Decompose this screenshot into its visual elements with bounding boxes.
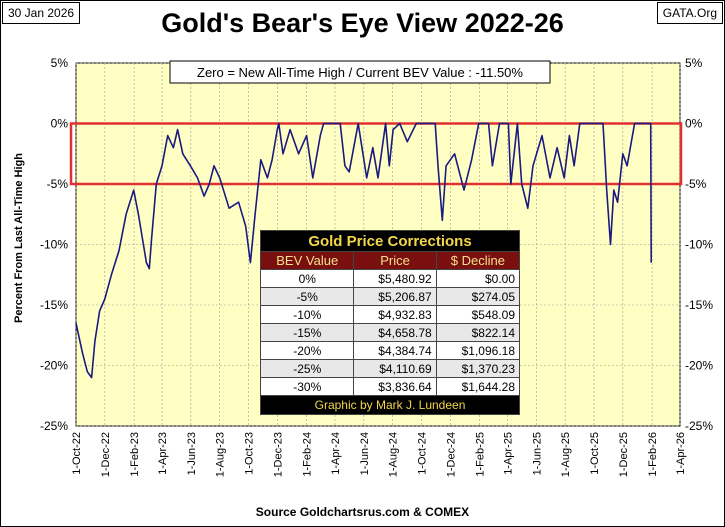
x-tick-label: 1-Aug-24 — [388, 432, 400, 477]
x-axis: 1-Oct-22 1-Dec-22 1-Feb-23 1-Apr-23 1-Jun-23… — [71, 432, 687, 477]
x-tick-label: 1-Oct-25 — [589, 432, 601, 475]
y-axis: 5% 5%0% 0%-5% -5%-10% -10%-15% -15%-20% -20%-2… — [40, 56, 713, 433]
price-cell: $3,836.64 — [353, 377, 437, 396]
x-tick-label: 1-Apr-24 — [330, 432, 342, 475]
column-header: $ Decline — [435, 251, 521, 270]
price-cell: $4,658.78 — [353, 323, 437, 342]
bev-cell: 0% — [259, 269, 355, 288]
annotation-box — [169, 60, 551, 84]
x-tick-label: 1-Oct-24 — [416, 432, 428, 475]
decline-cell: $548.09 — [435, 305, 521, 324]
bev-cell: -30% — [259, 377, 355, 396]
x-tick-label: 1-Apr-23 — [157, 432, 169, 475]
decline-cell: $1,096.18 — [435, 341, 521, 360]
y-tick-label-right: -15% — [685, 298, 713, 312]
x-tick-label: 1-Jun-23 — [186, 432, 198, 475]
x-tick-label: 1-Apr-25 — [502, 432, 514, 475]
table-row: -25% $4,110.69 $1,370.23 — [259, 359, 521, 378]
table-header-row: BEV Value Price $ Decline — [259, 251, 521, 270]
highlight-band — [69, 122, 683, 186]
x-tick-label: 1-Oct-22 — [71, 432, 83, 475]
y-tick-label-left: -20% — [40, 359, 68, 373]
x-tick-label: 1-Feb-26 — [647, 432, 659, 477]
y-tick-label-left: -5% — [47, 177, 69, 191]
table-row: -30% $3,836.64 $1,644.28 — [259, 377, 521, 396]
date-label: 30 Jan 2026 — [2, 2, 81, 24]
bev-cell: -25% — [259, 359, 355, 378]
source-note: Source Goldchartsrus.com & COMEX — [255, 505, 470, 519]
zero-to-minus5-band — [69, 122, 683, 186]
table-row: -15% $4,658.78 $822.14 — [259, 323, 521, 342]
column-header: Price — [353, 251, 437, 270]
corrections-table: Gold Price Corrections BEV Value Price $… — [259, 230, 521, 415]
price-cell: $4,932.83 — [353, 305, 437, 324]
x-tick-label: 1-Jun-25 — [531, 432, 543, 475]
x-tick-label: 1-Aug-25 — [560, 432, 572, 477]
price-cell: $5,480.92 — [353, 269, 437, 288]
chart-title: Gold's Bear's Eye View 2022-26 — [161, 8, 564, 38]
decline-cell: $822.14 — [435, 323, 521, 342]
y-tick-label-right: 5% — [685, 56, 703, 70]
y-tick-label-right: -5% — [685, 177, 707, 191]
x-tick-label: 1-Aug-23 — [215, 432, 227, 477]
y-tick-label-left: -10% — [40, 238, 68, 252]
x-tick-label: 1-Dec-24 — [445, 432, 457, 477]
bev-cell: -5% — [259, 287, 355, 306]
y-tick-label-right: -10% — [685, 238, 713, 252]
x-tick-label: 1-Oct-23 — [244, 432, 256, 475]
decline-cell: $1,644.28 — [435, 377, 521, 396]
y-tick-label-right: -20% — [685, 359, 713, 373]
y-tick-label-right: 0% — [685, 117, 703, 131]
y-tick-label-left: -25% — [40, 419, 68, 433]
annotation-text: Zero = New All-Time High / Current BEV V… — [197, 65, 523, 80]
column-header: BEV Value — [259, 251, 355, 270]
x-tick-label: 1-Feb-24 — [302, 432, 314, 477]
table-credit: Graphic by Mark J. Lundeen — [260, 395, 520, 415]
table-row: -20% $4,384.74 $1,096.18 — [259, 341, 521, 360]
annotation-layer: Zero = New All-Time High / Current BEV V… — [169, 60, 551, 84]
table-title: Gold Price Corrections — [260, 230, 520, 252]
x-tick-label: 1-Dec-23 — [272, 432, 284, 477]
decline-cell: $0.00 — [435, 269, 521, 288]
table-row: -5% $5,206.87 $274.05 — [259, 287, 521, 306]
site-label: GATA.Org — [656, 2, 723, 24]
x-tick-label: 1-Dec-25 — [618, 432, 630, 477]
series-layer — [75, 122, 653, 379]
table-row: -10% $4,932.83 $548.09 — [259, 305, 521, 324]
decline-cell: $274.05 — [435, 287, 521, 306]
x-tick-label: 1-Dec-22 — [100, 432, 112, 477]
table-row: 0% $5,480.92 $0.00 — [259, 269, 521, 288]
y-tick-label-left: 5% — [51, 56, 69, 70]
decline-cell: $1,370.23 — [435, 359, 521, 378]
y-axis-label: Percent From Last All-Time High — [13, 153, 25, 323]
price-cell: $5,206.87 — [353, 287, 437, 306]
x-tick-label: 1-Feb-25 — [475, 432, 487, 477]
price-cell: $4,384.74 — [353, 341, 437, 360]
y-tick-label-left: 0% — [51, 117, 69, 131]
bev-series-line — [75, 122, 653, 379]
bev-cell: -10% — [259, 305, 355, 324]
bev-cell: -15% — [259, 323, 355, 342]
y-tick-label-right: -25% — [685, 419, 713, 433]
bev-cell: -20% — [259, 341, 355, 360]
price-cell: $4,110.69 — [353, 359, 437, 378]
x-tick-label: 1-Feb-23 — [129, 432, 141, 477]
y-tick-label-left: -15% — [40, 298, 68, 312]
x-tick-label: 1-Apr-26 — [675, 432, 687, 475]
x-tick-label: 1-Jun-24 — [359, 432, 371, 475]
